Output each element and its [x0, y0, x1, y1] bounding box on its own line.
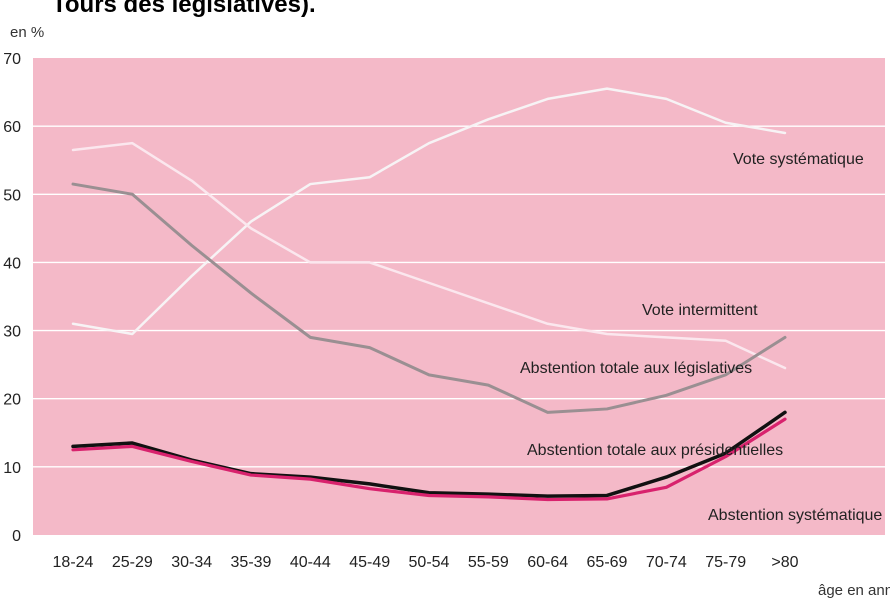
y-tick-label: 50 [3, 187, 21, 204]
y-tick-label: 10 [3, 460, 21, 477]
series-label-abstention-systematique: Abstention systématique [708, 507, 882, 524]
series-line [71, 87, 787, 336]
y-axis-unit-label: en % [10, 24, 44, 41]
x-tick-label: 65-69 [587, 554, 628, 571]
y-tick-label: 20 [3, 392, 21, 409]
x-axis-title: âge en années [818, 582, 890, 599]
series-label-vote-systematique: Vote systématique [733, 151, 864, 168]
x-tick-label: 75-79 [705, 554, 746, 571]
series-line [71, 141, 787, 370]
x-tick-labels: 18-24 25-29 30-34 35-39 40-44 45-49 50-54 55-59… [53, 554, 799, 571]
series-line [71, 182, 787, 414]
series-group [71, 87, 787, 502]
series-label-abstention-presidentielles: Abstention totale aux présidentielles [527, 442, 783, 459]
y-tick-label: 70 [3, 51, 21, 68]
header-fragment-text: Tours des législatives). [52, 0, 316, 18]
y-tick-label: 0 [12, 528, 21, 545]
x-tick-label: >80 [771, 554, 798, 571]
x-tick-label: 25-29 [112, 554, 153, 571]
series-line [71, 417, 787, 502]
series-label-abstention-legislatives: Abstention totale aux législatives [520, 360, 752, 377]
x-tick-label: 55-59 [468, 554, 509, 571]
x-tick-label: 70-74 [646, 554, 687, 571]
x-tick-label: 18-24 [53, 554, 94, 571]
plot-background [33, 58, 885, 535]
series-label-vote-intermittent: Vote intermittent [642, 302, 758, 319]
x-tick-label: 30-34 [171, 554, 212, 571]
x-tick-label: 40-44 [290, 554, 331, 571]
x-tick-label: 45-49 [349, 554, 390, 571]
x-tick-label: 35-39 [231, 554, 272, 571]
x-tick-label: 50-54 [409, 554, 450, 571]
y-tick-label: 30 [3, 324, 21, 341]
y-tick-labels: 0 10 20 30 40 50 60 70 [3, 51, 21, 545]
y-tick-label: 60 [3, 119, 21, 136]
y-tick-label: 40 [3, 255, 21, 272]
grid-lines [33, 125, 885, 468]
x-tick-label: 60-64 [527, 554, 568, 571]
